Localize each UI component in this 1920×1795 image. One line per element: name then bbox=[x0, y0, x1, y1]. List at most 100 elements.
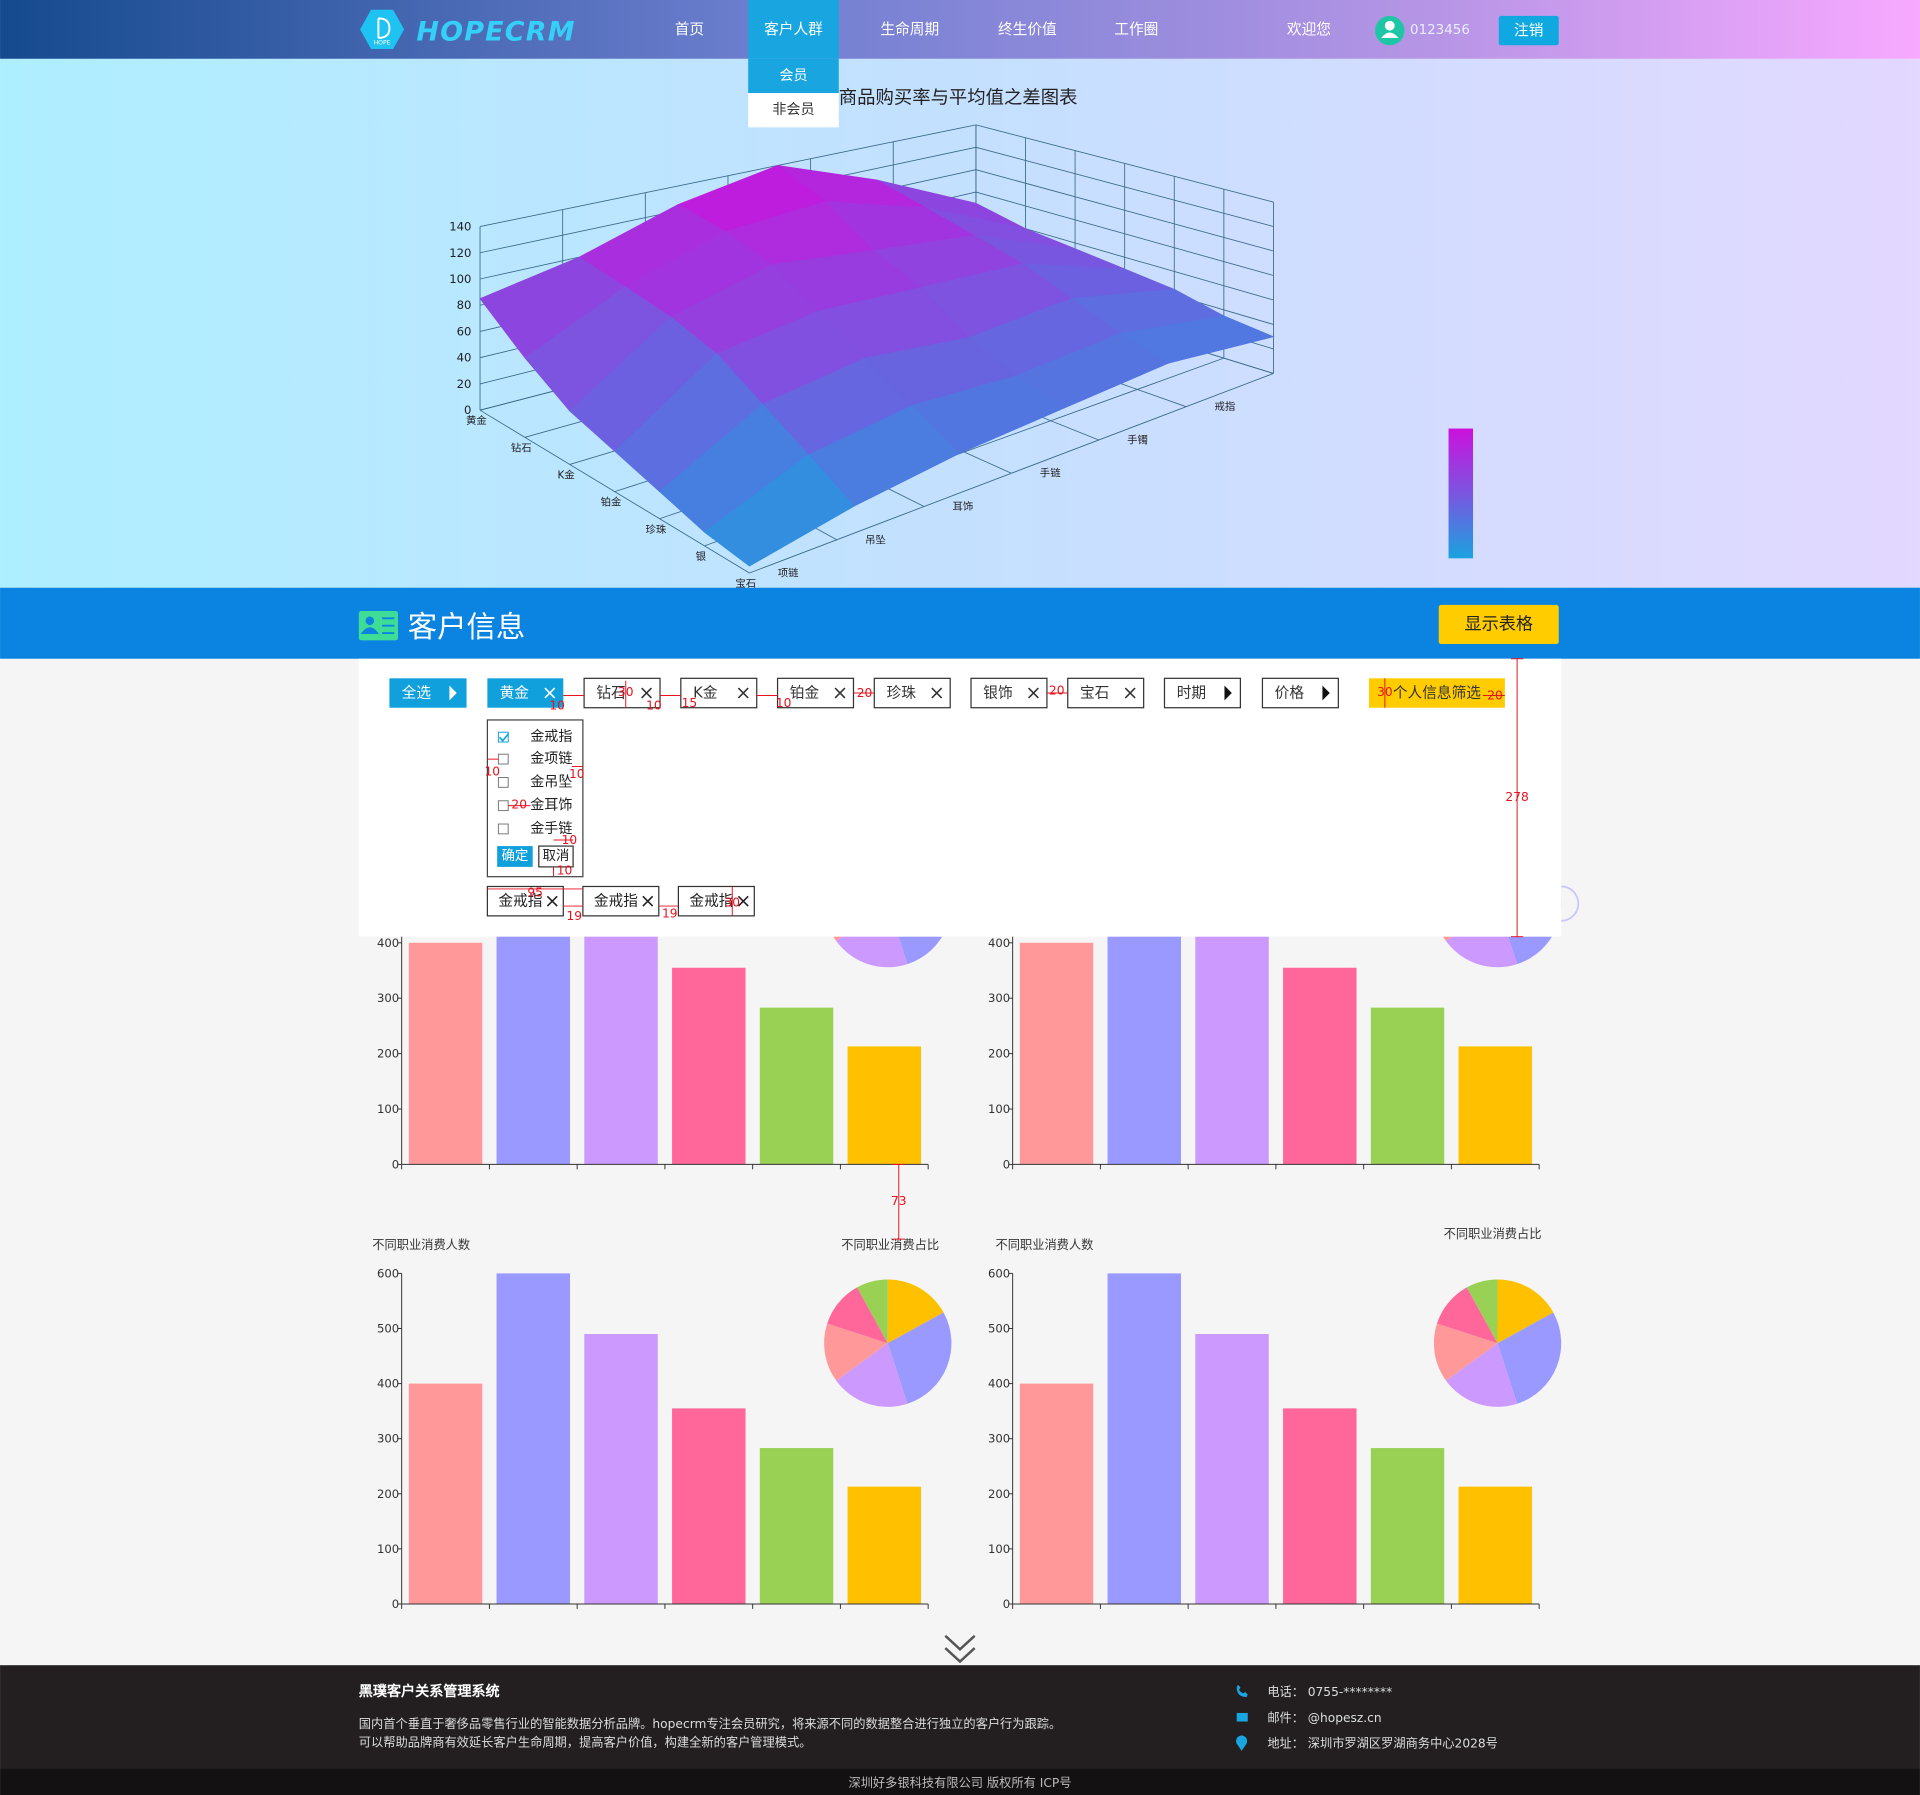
measure-label: 95 bbox=[527, 886, 543, 900]
close-icon[interactable] bbox=[834, 687, 846, 699]
footer-title: 黑璞客户关系管理系统 bbox=[359, 1683, 500, 1700]
measure-label: 19 bbox=[567, 909, 583, 923]
bar bbox=[1107, 1273, 1182, 1604]
measure-label: 10 bbox=[776, 696, 792, 710]
checkbox[interactable] bbox=[497, 777, 509, 788]
dropdown-item-bg[interactable] bbox=[748, 58, 839, 94]
z-tick-label: 100 bbox=[449, 272, 471, 286]
scroll-indicator[interactable] bbox=[944, 1634, 976, 1664]
pie-slice bbox=[857, 1279, 888, 1344]
filter-chip-label: 钻石 bbox=[596, 685, 625, 702]
pie-slice bbox=[1433, 1323, 1498, 1381]
measure-label: 20 bbox=[1049, 684, 1065, 698]
z-tick-label: 40 bbox=[457, 351, 472, 365]
bar bbox=[408, 1383, 483, 1604]
measure-label: 10 bbox=[646, 698, 662, 712]
filter-chip-label: 价格 bbox=[1275, 685, 1305, 702]
bar bbox=[1019, 1383, 1094, 1604]
filter-chip-label: K金 bbox=[693, 685, 718, 702]
filter-chip-label: 黄金 bbox=[500, 685, 530, 702]
nav-item[interactable]: 首页 bbox=[675, 21, 704, 38]
footer bbox=[0, 1665, 1920, 1769]
filter-chip[interactable] bbox=[1368, 678, 1505, 708]
grid-line bbox=[975, 124, 1274, 203]
z-tick-label: 20 bbox=[457, 377, 472, 391]
logout-button[interactable] bbox=[1498, 15, 1559, 46]
avatar-head bbox=[1384, 20, 1395, 31]
nav-item[interactable]: 工作圈 bbox=[1114, 21, 1158, 38]
filter-chip[interactable] bbox=[776, 677, 855, 709]
pie-slice bbox=[1446, 1343, 1518, 1407]
filter-chip-label: 宝石 bbox=[1080, 685, 1109, 702]
close-icon[interactable] bbox=[544, 687, 556, 699]
close-icon[interactable] bbox=[931, 687, 943, 699]
partial-control bbox=[1561, 885, 1580, 922]
welcome: 欢迎您 bbox=[1287, 21, 1331, 38]
checkbox[interactable] bbox=[497, 753, 509, 765]
dropdown-item-bg[interactable] bbox=[748, 93, 839, 128]
x-category-label: 银 bbox=[696, 550, 707, 563]
selected-tag[interactable] bbox=[677, 885, 755, 917]
y-tick-label: 100 bbox=[988, 1102, 1010, 1116]
surface-patch bbox=[703, 454, 855, 567]
floor-grid bbox=[479, 409, 750, 574]
selected-tag[interactable] bbox=[486, 885, 564, 917]
show-table-button[interactable] bbox=[1438, 604, 1559, 645]
bar bbox=[1458, 1046, 1533, 1165]
option-label: 金戒指 bbox=[530, 729, 572, 745]
grid-line bbox=[975, 169, 1274, 252]
avatar-body bbox=[1381, 32, 1399, 38]
y-tick-label: 100 bbox=[988, 1542, 1010, 1556]
contact-value: 0755-******** bbox=[1308, 1685, 1392, 1699]
close-icon[interactable] bbox=[737, 895, 749, 907]
close-icon[interactable] bbox=[737, 687, 749, 699]
z-tick-label: 60 bbox=[457, 324, 472, 338]
cancel-button[interactable] bbox=[538, 845, 574, 868]
confirm-label: 确定 bbox=[501, 848, 528, 864]
bar-chart-title: 不同职业消费人数 bbox=[996, 1237, 1094, 1252]
x-category-label: 铂金 bbox=[601, 496, 622, 509]
close-icon[interactable] bbox=[1028, 687, 1039, 699]
pie-title: 不同职业消费占比 bbox=[1444, 1226, 1542, 1241]
option-label: 金吊坠 bbox=[530, 774, 572, 790]
close-icon[interactable] bbox=[642, 895, 654, 907]
header bbox=[0, 0, 1920, 59]
close-icon[interactable] bbox=[641, 687, 653, 699]
nav-item[interactable]: 生命周期 bbox=[880, 20, 939, 38]
nav-item[interactable]: 客户人群 bbox=[764, 21, 823, 38]
filter-chip-label: 时期 bbox=[1177, 685, 1206, 702]
logo-icon bbox=[360, 9, 405, 49]
y-tick-label: 300 bbox=[988, 991, 1010, 1005]
pie-slice bbox=[1497, 1312, 1562, 1404]
pie-slice bbox=[887, 1312, 952, 1404]
checkbox[interactable] bbox=[497, 800, 509, 812]
cancel-label: 取消 bbox=[542, 848, 569, 864]
x-category-label: 珍珠 bbox=[646, 523, 667, 536]
selected-tag[interactable] bbox=[582, 885, 660, 917]
close-icon[interactable] bbox=[1124, 687, 1136, 699]
pie-slice bbox=[1436, 1287, 1498, 1344]
bar bbox=[1283, 967, 1357, 1165]
y-tick-label: 100 bbox=[377, 1102, 399, 1116]
y-category-label: 手链 bbox=[1040, 467, 1061, 480]
filter-chip-label: 银饰 bbox=[983, 685, 1012, 702]
x-category-label: K金 bbox=[558, 468, 576, 481]
pie-slice bbox=[887, 1279, 944, 1344]
bar bbox=[584, 892, 658, 1165]
bar bbox=[847, 1046, 922, 1165]
y-tick-label: 200 bbox=[988, 1487, 1010, 1501]
measure-label: 20 bbox=[511, 797, 527, 811]
confirm-button[interactable] bbox=[497, 846, 533, 867]
close-icon[interactable] bbox=[546, 895, 558, 907]
checkbox[interactable] bbox=[497, 823, 509, 835]
bar bbox=[847, 1486, 922, 1604]
checkbox[interactable] bbox=[497, 731, 509, 743]
pie-slice bbox=[836, 1343, 908, 1407]
pie-slice bbox=[1497, 1279, 1554, 1344]
nav-item[interactable]: 终生价值 bbox=[998, 21, 1057, 38]
measure-label: 10 bbox=[557, 864, 573, 878]
y-tick-label: 0 bbox=[392, 1157, 399, 1171]
logo-sub: HOPE bbox=[374, 39, 391, 46]
y-tick-label: 0 bbox=[392, 1597, 399, 1611]
